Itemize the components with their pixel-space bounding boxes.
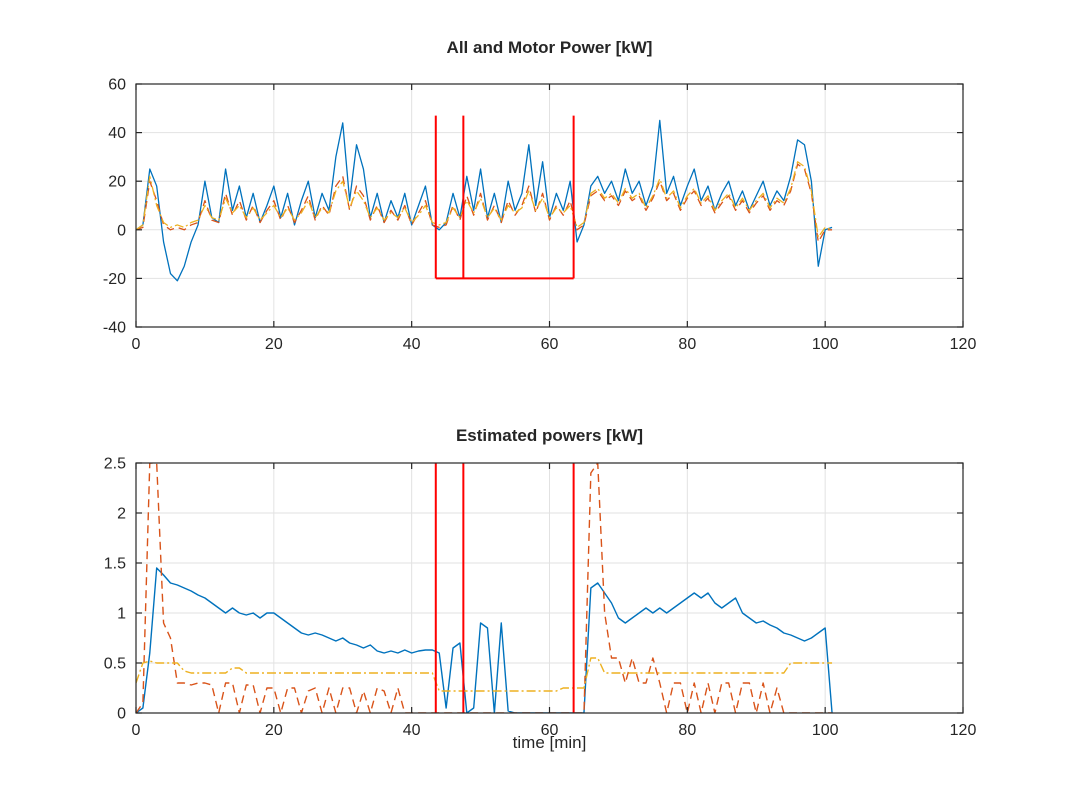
series-estimate-red-dashed [136, 463, 833, 713]
chart-1: 0 20 40 60 80 100 120 0 0.5 1 1.5 2 2.5 [104, 456, 977, 740]
y-tick-label: 2.5 [104, 456, 126, 473]
y-tick-label: 0 [117, 222, 126, 239]
x-tick-label: 0 [132, 336, 141, 353]
y-tick-label: 20 [108, 174, 126, 191]
y-tick-label: 1.5 [104, 556, 126, 573]
chart-0: 0 20 40 60 80 100 120 -40 -20 0 20 40 60 [103, 77, 977, 354]
series-all-power [136, 119, 833, 282]
series-estimate-yellow-dashdot [136, 657, 833, 692]
x-tick-label: 120 [950, 336, 977, 353]
y-tick-label: -40 [103, 320, 126, 337]
x-tick-label: 100 [812, 336, 839, 353]
y-tick-label: 0.5 [104, 656, 126, 673]
x-tick-label: 40 [403, 722, 421, 739]
x-tick-label: 80 [678, 336, 696, 353]
y-tick-label: 40 [108, 125, 126, 142]
x-tick-label: 0 [132, 722, 141, 739]
x-tick-label: 60 [541, 722, 559, 739]
y-tick-label: 2 [117, 506, 126, 523]
y-tick-label: 0 [117, 706, 126, 723]
x-tick-label: 120 [950, 722, 977, 739]
series-estimate-blue [136, 567, 833, 713]
x-axis-label: time [min] [512, 733, 587, 752]
x-tick-label: 20 [265, 336, 283, 353]
top-chart-title: All and Motor Power [kW] [446, 38, 653, 57]
x-tick-label: 40 [403, 336, 421, 353]
y-tick-label: 1 [117, 606, 126, 623]
bottom-chart-title: Estimated powers [kW] [455, 426, 644, 445]
series-motor-power-dashdot [136, 161, 833, 238]
x-tick-label: 60 [541, 336, 559, 353]
x-tick-label: 100 [812, 722, 839, 739]
y-tick-label: 60 [108, 77, 126, 94]
y-tick-label: -20 [103, 271, 126, 288]
x-tick-label: 80 [678, 722, 696, 739]
x-tick-label: 20 [265, 722, 283, 739]
